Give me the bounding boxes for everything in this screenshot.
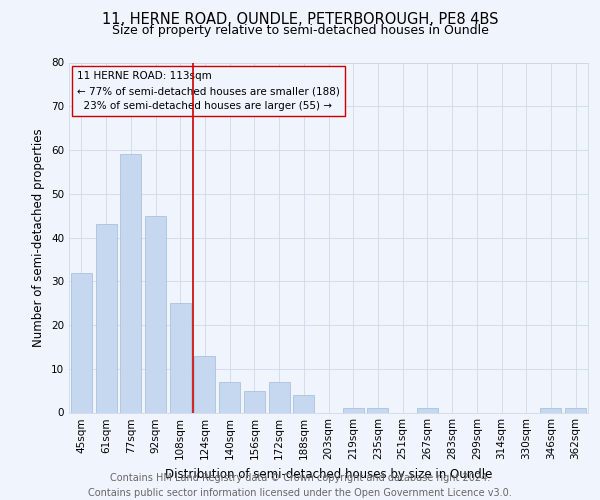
Bar xyxy=(244,390,265,412)
Bar xyxy=(367,408,388,412)
Bar xyxy=(293,395,314,412)
Bar xyxy=(565,408,586,412)
Bar xyxy=(194,356,215,412)
Bar xyxy=(95,224,116,412)
Y-axis label: Number of semi-detached properties: Number of semi-detached properties xyxy=(32,128,46,347)
Bar xyxy=(71,272,92,412)
Bar xyxy=(145,216,166,412)
Bar xyxy=(120,154,141,412)
Bar xyxy=(269,382,290,412)
Bar xyxy=(170,303,191,412)
X-axis label: Distribution of semi-detached houses by size in Oundle: Distribution of semi-detached houses by … xyxy=(165,468,492,481)
Text: Contains HM Land Registry data © Crown copyright and database right 2024.
Contai: Contains HM Land Registry data © Crown c… xyxy=(88,472,512,498)
Text: Size of property relative to semi-detached houses in Oundle: Size of property relative to semi-detach… xyxy=(112,24,488,37)
Bar xyxy=(219,382,240,412)
Text: 11, HERNE ROAD, OUNDLE, PETERBOROUGH, PE8 4BS: 11, HERNE ROAD, OUNDLE, PETERBOROUGH, PE… xyxy=(102,12,498,28)
Bar xyxy=(343,408,364,412)
Text: 11 HERNE ROAD: 113sqm
← 77% of semi-detached houses are smaller (188)
  23% of s: 11 HERNE ROAD: 113sqm ← 77% of semi-deta… xyxy=(77,71,340,111)
Bar xyxy=(541,408,562,412)
Bar xyxy=(417,408,438,412)
